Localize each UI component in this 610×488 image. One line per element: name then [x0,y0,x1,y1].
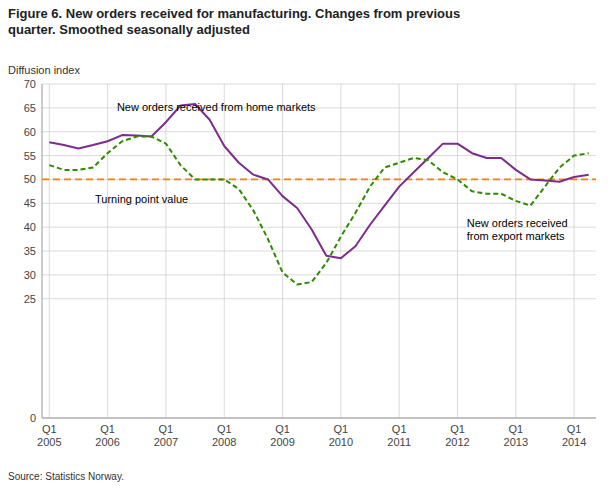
grid-line [42,84,596,85]
x-tick-label: Q12007 [154,423,178,448]
grid-line [42,155,596,156]
x-tick-label: Q12009 [270,423,294,448]
text-line: Q1 [100,423,115,435]
grid-line [42,298,596,299]
text-line: 2012 [445,436,469,448]
grid-line [515,84,516,418]
text-line: Q1 [508,423,523,435]
x-tick-label: Q12008 [212,423,236,448]
y-tick-label: 40 [24,221,36,233]
text-line: New orders received [467,217,568,229]
grid-line [42,131,596,132]
grid-line [224,84,225,418]
text-line: 2011 [387,436,411,448]
text-line: 2013 [504,436,528,448]
text-line: New orders received from home markets [117,101,316,113]
x-tick-label: Q12011 [387,423,411,448]
y-label: Diffusion index [8,64,80,76]
text-line: quarter. Smoothed seasonally adjusted [8,22,250,37]
grid-line [42,179,596,180]
grid-line [340,84,341,418]
x-tick-label: Q12012 [445,423,469,448]
text-line: Q1 [392,423,407,435]
grid-line [107,84,108,418]
y-tick-label: 25 [24,293,36,305]
grid [42,84,596,418]
y-axis [42,84,43,418]
text-line: from export markets [467,230,565,242]
y-tick-label: 50 [24,173,36,185]
text-line: Figure 6. New orders received for manufa… [8,6,460,21]
text-line: Q1 [275,423,290,435]
grid-line [165,84,166,418]
text-line: 2009 [270,436,294,448]
annotation: New orders receivedfrom export markets [467,217,568,242]
series-line [49,104,588,258]
plot-area [42,104,596,284]
text-line: Q1 [450,423,465,435]
y-tick-label: 55 [24,150,36,162]
text-line: 2010 [329,436,353,448]
text-line: 2014 [562,436,586,448]
source: Source: Statistics Norway. [8,471,124,482]
grid-line [49,84,50,418]
title: Figure 6. New orders received for manufa… [8,6,460,37]
grid-line [574,84,575,418]
y-tick-label: 30 [24,269,36,281]
chart: Figure 6. New orders received for manufa… [0,0,610,488]
text-line: Q1 [217,423,232,435]
text-line: 2005 [37,436,61,448]
y-tick-label: 45 [24,197,36,209]
x-tick-label: Q12013 [504,423,528,448]
x-tick-label: Q12006 [95,423,119,448]
grid-line [42,274,596,275]
x-axis [42,418,596,419]
grid-line [282,84,283,418]
series-line [49,136,588,284]
text-line: 2007 [154,436,178,448]
x-tick-label: Q12010 [329,423,353,448]
grid-line [457,84,458,418]
annotation: Turning point value [95,193,188,205]
y-tick-label: 0 [30,412,36,424]
x-tick-label: Q12005 [37,423,61,448]
text-line: Q1 [334,423,349,435]
y-tick-label: 65 [24,102,36,114]
x-tick-label: Q12014 [562,423,586,448]
y-tick-label: 70 [24,78,36,90]
grid-line [399,84,400,418]
text-line: 2008 [212,436,236,448]
grid-line [42,251,596,252]
text-line: Q1 [159,423,174,435]
annotation: New orders received from home markets [117,101,316,113]
reference-line [42,179,596,181]
text-line: Turning point value [95,193,188,205]
text-line: 2006 [95,436,119,448]
text-line: Q1 [42,423,57,435]
grid-line [42,418,596,419]
text-line: Q1 [567,423,582,435]
y-tick-label: 35 [24,245,36,257]
y-tick-label: 60 [24,126,36,138]
